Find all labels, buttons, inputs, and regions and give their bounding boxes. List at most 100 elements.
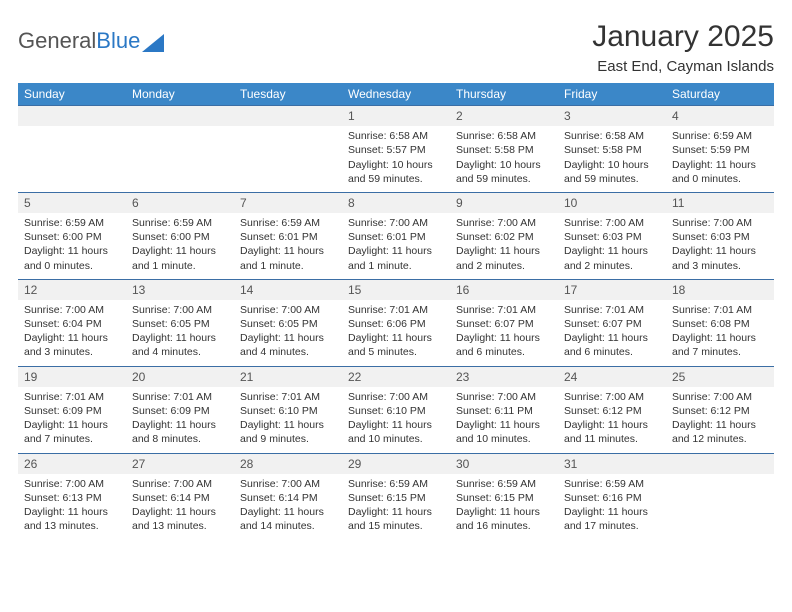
daylight-text: Daylight: 11 hours and 2 minutes. <box>456 244 552 272</box>
day-number: 17 <box>558 279 666 300</box>
sunset-text: Sunset: 6:01 PM <box>348 230 444 244</box>
daylight-text: Daylight: 11 hours and 13 minutes. <box>24 505 120 533</box>
day-cell: Sunrise: 7:01 AMSunset: 6:10 PMDaylight:… <box>234 387 342 453</box>
daylight-text: Daylight: 11 hours and 0 minutes. <box>672 158 768 186</box>
daylight-text: Daylight: 11 hours and 1 minute. <box>240 244 336 272</box>
sunrise-text: Sunrise: 6:59 AM <box>672 129 768 143</box>
day-cell: Sunrise: 7:01 AMSunset: 6:09 PMDaylight:… <box>126 387 234 453</box>
day-number: 24 <box>558 366 666 387</box>
sunset-text: Sunset: 5:58 PM <box>456 143 552 157</box>
day-cell: Sunrise: 7:01 AMSunset: 6:09 PMDaylight:… <box>18 387 126 453</box>
day-number: 7 <box>234 192 342 213</box>
daylight-text: Daylight: 11 hours and 7 minutes. <box>24 418 120 446</box>
col-thursday: Thursday <box>450 83 558 106</box>
logo-text-1: General <box>18 28 96 54</box>
sunrise-text: Sunrise: 6:59 AM <box>240 216 336 230</box>
sunset-text: Sunset: 6:05 PM <box>240 317 336 331</box>
content-row: Sunrise: 7:00 AMSunset: 6:13 PMDaylight:… <box>18 474 774 540</box>
sunrise-text: Sunrise: 6:59 AM <box>564 477 660 491</box>
col-friday: Friday <box>558 83 666 106</box>
day-cell: Sunrise: 6:59 AMSunset: 6:15 PMDaylight:… <box>450 474 558 540</box>
day-cell: Sunrise: 7:00 AMSunset: 6:14 PMDaylight:… <box>126 474 234 540</box>
daylight-text: Daylight: 11 hours and 10 minutes. <box>348 418 444 446</box>
day-number: 1 <box>342 106 450 127</box>
day-cell: Sunrise: 7:01 AMSunset: 6:07 PMDaylight:… <box>450 300 558 366</box>
sunrise-text: Sunrise: 6:59 AM <box>348 477 444 491</box>
sunrise-text: Sunrise: 7:00 AM <box>240 477 336 491</box>
col-saturday: Saturday <box>666 83 774 106</box>
sunrise-text: Sunrise: 7:00 AM <box>564 216 660 230</box>
sunset-text: Sunset: 6:01 PM <box>240 230 336 244</box>
day-cell: Sunrise: 7:00 AMSunset: 6:11 PMDaylight:… <box>450 387 558 453</box>
sunset-text: Sunset: 6:09 PM <box>132 404 228 418</box>
daylight-text: Daylight: 11 hours and 10 minutes. <box>456 418 552 446</box>
day-cell: Sunrise: 7:00 AMSunset: 6:10 PMDaylight:… <box>342 387 450 453</box>
sunset-text: Sunset: 6:15 PM <box>456 491 552 505</box>
sunrise-text: Sunrise: 7:00 AM <box>132 477 228 491</box>
sunrise-text: Sunrise: 7:00 AM <box>672 390 768 404</box>
daylight-text: Daylight: 11 hours and 8 minutes. <box>132 418 228 446</box>
sunrise-text: Sunrise: 7:01 AM <box>240 390 336 404</box>
day-number: 16 <box>450 279 558 300</box>
sunset-text: Sunset: 6:10 PM <box>240 404 336 418</box>
sunrise-text: Sunrise: 7:01 AM <box>672 303 768 317</box>
day-cell: Sunrise: 7:00 AMSunset: 6:01 PMDaylight:… <box>342 213 450 279</box>
sunset-text: Sunset: 5:58 PM <box>564 143 660 157</box>
sunset-text: Sunset: 6:15 PM <box>348 491 444 505</box>
sunrise-text: Sunrise: 7:00 AM <box>456 216 552 230</box>
daylight-text: Daylight: 11 hours and 2 minutes. <box>564 244 660 272</box>
day-cell: Sunrise: 7:00 AMSunset: 6:12 PMDaylight:… <box>558 387 666 453</box>
day-number: 3 <box>558 106 666 127</box>
day-number: 15 <box>342 279 450 300</box>
sunset-text: Sunset: 6:07 PM <box>456 317 552 331</box>
col-sunday: Sunday <box>18 83 126 106</box>
daylight-text: Daylight: 11 hours and 0 minutes. <box>24 244 120 272</box>
day-cell: Sunrise: 6:59 AMSunset: 6:00 PMDaylight:… <box>126 213 234 279</box>
calendar-table: Sunday Monday Tuesday Wednesday Thursday… <box>18 83 774 540</box>
sunrise-text: Sunrise: 6:58 AM <box>564 129 660 143</box>
day-cell: Sunrise: 7:00 AMSunset: 6:13 PMDaylight:… <box>18 474 126 540</box>
daylight-text: Daylight: 10 hours and 59 minutes. <box>348 158 444 186</box>
daylight-text: Daylight: 11 hours and 16 minutes. <box>456 505 552 533</box>
daynum-row: 12131415161718 <box>18 279 774 300</box>
day-number: 13 <box>126 279 234 300</box>
location: East End, Cayman Islands <box>592 58 774 75</box>
day-number: 8 <box>342 192 450 213</box>
day-cell: Sunrise: 7:00 AMSunset: 6:12 PMDaylight:… <box>666 387 774 453</box>
sunrise-text: Sunrise: 6:59 AM <box>132 216 228 230</box>
sunrise-text: Sunrise: 7:00 AM <box>672 216 768 230</box>
day-cell: Sunrise: 7:00 AMSunset: 6:02 PMDaylight:… <box>450 213 558 279</box>
month-title: January 2025 <box>592 20 774 54</box>
day-cell: Sunrise: 7:01 AMSunset: 6:06 PMDaylight:… <box>342 300 450 366</box>
day-cell: Sunrise: 6:58 AMSunset: 5:58 PMDaylight:… <box>450 126 558 192</box>
daylight-text: Daylight: 11 hours and 5 minutes. <box>348 331 444 359</box>
day-number: 14 <box>234 279 342 300</box>
sunrise-text: Sunrise: 7:00 AM <box>240 303 336 317</box>
sunset-text: Sunset: 6:11 PM <box>456 404 552 418</box>
day-cell: Sunrise: 6:58 AMSunset: 5:57 PMDaylight:… <box>342 126 450 192</box>
sunset-text: Sunset: 6:06 PM <box>348 317 444 331</box>
sunset-text: Sunset: 5:57 PM <box>348 143 444 157</box>
day-cell: Sunrise: 7:00 AMSunset: 6:14 PMDaylight:… <box>234 474 342 540</box>
calendar-page: GeneralBlue January 2025 East End, Cayma… <box>0 0 792 550</box>
day-cell: Sunrise: 7:00 AMSunset: 6:05 PMDaylight:… <box>234 300 342 366</box>
day-cell <box>666 474 774 540</box>
daylight-text: Daylight: 11 hours and 6 minutes. <box>564 331 660 359</box>
sunrise-text: Sunrise: 7:01 AM <box>564 303 660 317</box>
sunset-text: Sunset: 6:00 PM <box>24 230 120 244</box>
daylight-text: Daylight: 11 hours and 14 minutes. <box>240 505 336 533</box>
day-cell: Sunrise: 6:59 AMSunset: 5:59 PMDaylight:… <box>666 126 774 192</box>
day-cell <box>126 126 234 192</box>
sunset-text: Sunset: 6:14 PM <box>240 491 336 505</box>
day-number <box>666 453 774 474</box>
day-number: 29 <box>342 453 450 474</box>
sunrise-text: Sunrise: 7:01 AM <box>348 303 444 317</box>
daynum-row: 262728293031 <box>18 453 774 474</box>
daylight-text: Daylight: 11 hours and 4 minutes. <box>132 331 228 359</box>
content-row: Sunrise: 7:01 AMSunset: 6:09 PMDaylight:… <box>18 387 774 453</box>
sunset-text: Sunset: 6:10 PM <box>348 404 444 418</box>
daylight-text: Daylight: 11 hours and 6 minutes. <box>456 331 552 359</box>
logo: GeneralBlue <box>18 20 164 54</box>
day-number: 10 <box>558 192 666 213</box>
sunrise-text: Sunrise: 6:58 AM <box>348 129 444 143</box>
